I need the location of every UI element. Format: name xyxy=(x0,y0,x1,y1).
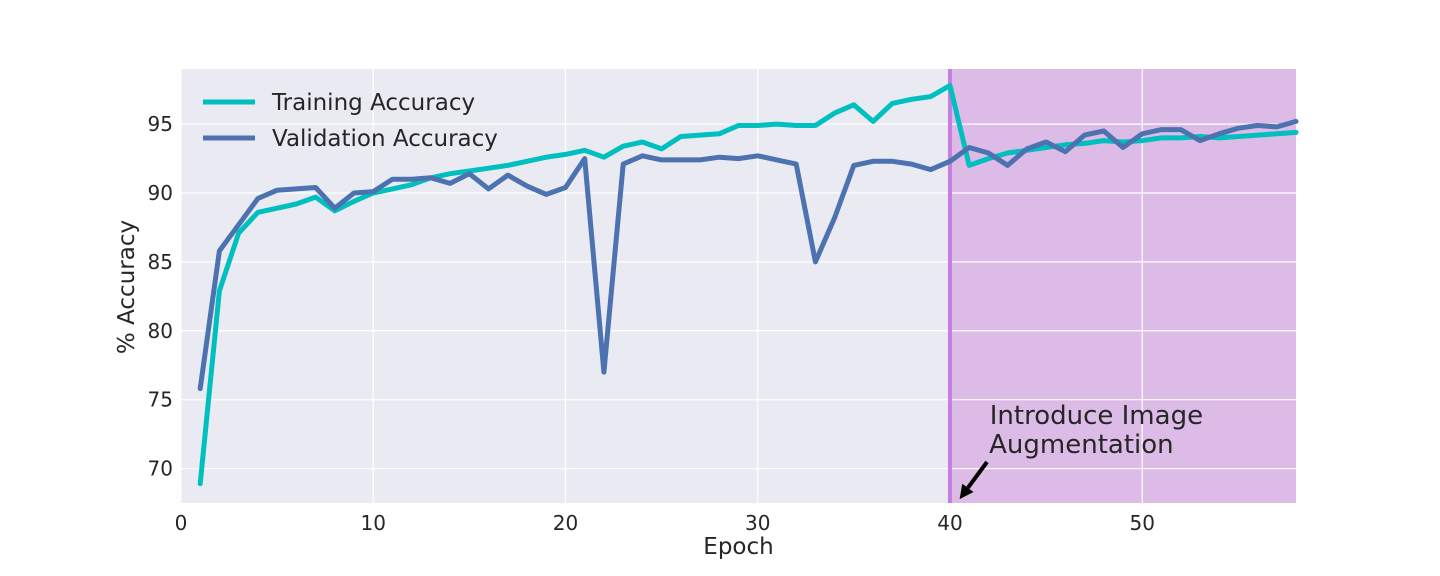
annotation-arrow-shaft xyxy=(966,460,989,490)
y-tick-labels: 70 75 80 85 90 95 xyxy=(148,112,173,480)
y-tick-label: 85 xyxy=(148,250,173,274)
legend-label-training: Training Accuracy xyxy=(271,90,475,116)
y-tick-label: 70 xyxy=(148,457,173,481)
annotation-text-line1: Introduce Image xyxy=(990,401,1203,431)
y-tick-label: 90 xyxy=(148,181,173,205)
series-lines xyxy=(197,83,1299,487)
x-tick-label: 40 xyxy=(937,511,962,535)
annotation-text-line2: Augmentation xyxy=(989,430,1174,460)
x-tick-label: 50 xyxy=(1129,511,1154,535)
validation-accuracy-line xyxy=(197,118,1299,392)
y-tick-label: 95 xyxy=(148,112,173,136)
y-axis-label: % Accuracy xyxy=(114,220,140,354)
y-tick-label: 80 xyxy=(148,319,173,343)
x-tick-labels: 0 10 20 30 40 50 xyxy=(175,511,1155,535)
annotation: Introduce Image Augmentation xyxy=(959,401,1203,500)
legend-label-validation: Validation Accuracy xyxy=(272,126,498,152)
legend: Training Accuracy Validation Accuracy xyxy=(203,90,498,152)
x-axis-label: Epoch xyxy=(703,534,773,560)
x-tick-label: 0 xyxy=(175,511,188,535)
y-tick-label: 75 xyxy=(148,388,173,412)
annotation-arrow-head xyxy=(959,483,974,500)
x-tick-label: 10 xyxy=(361,511,386,535)
x-tick-label: 30 xyxy=(745,511,770,535)
x-tick-label: 20 xyxy=(553,511,578,535)
